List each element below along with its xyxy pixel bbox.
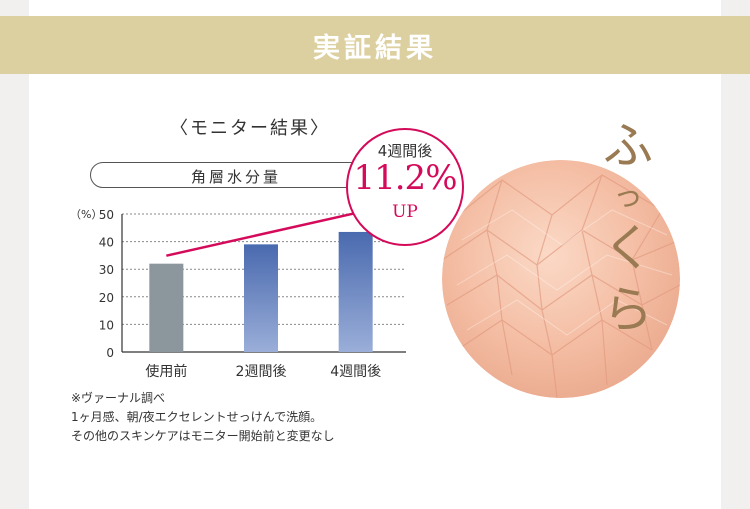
y-tick-label: 20 — [99, 291, 114, 305]
footnotes: ※ヴァーナル調べ 1ヶ月感、朝/夜エクセレントせっけんで洗顔。 その他のスキンケ… — [71, 389, 335, 446]
fukkura-char: ふ — [603, 117, 653, 175]
fukkura-char: く — [603, 219, 653, 277]
page-title: 実証結果 — [313, 32, 437, 64]
metric-pill: 角層水分量 — [90, 162, 380, 188]
y-tick-label: 30 — [99, 263, 114, 277]
footnote-line: 1ヶ月感、朝/夜エクセレントせっけんで洗顔。 — [71, 410, 323, 424]
y-tick-label: 40 — [99, 236, 114, 250]
trend-arrow — [166, 206, 372, 257]
footnote-line: ※ヴァーナル調べ — [71, 391, 166, 405]
fukkura-char: っ — [613, 179, 643, 214]
badge-period: 4週間後 — [377, 142, 433, 160]
metric-label: 角層水分量 — [190, 168, 281, 186]
y-tick-label: 10 — [99, 318, 114, 332]
y-unit-label: （%） — [70, 208, 102, 221]
bar — [149, 263, 184, 352]
bar — [244, 244, 278, 352]
bar-chart: 0 10 20 30 40 50（%） 使用前 2週間後 4週間後 — [70, 206, 406, 380]
improvement-badge: 4週間後 11.2% UP — [346, 128, 464, 246]
badge-value: 11.2% — [353, 158, 457, 198]
x-tick-label: 4週間後 — [330, 364, 381, 380]
y-tick-label: 50 — [99, 208, 114, 222]
fukkura-char: ら — [603, 281, 653, 339]
header-banner: 実証結果 — [0, 16, 750, 74]
monitor-subtitle: 〈モニター結果〉 — [170, 118, 330, 139]
y-tick-label: 0 — [106, 346, 114, 360]
badge-direction: UP — [392, 202, 418, 222]
footnote-line: その他のスキンケアはモニター開始前と変更なし — [71, 429, 335, 443]
x-tick-label: 2週間後 — [236, 364, 287, 380]
fukkura-calligraphy: ふ っ く ら — [598, 115, 658, 341]
x-tick-label: 使用前 — [145, 363, 187, 380]
skin-texture-image — [442, 160, 680, 398]
bar — [338, 231, 373, 352]
